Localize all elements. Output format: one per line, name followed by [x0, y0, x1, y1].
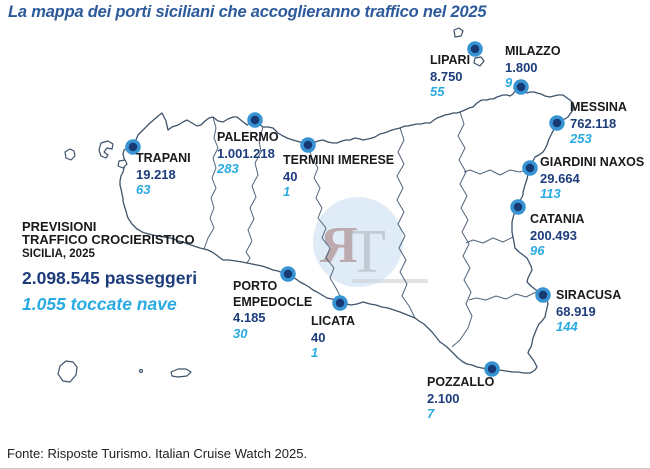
- port-calls: 7: [427, 406, 435, 421]
- port-calls: 144: [556, 319, 578, 334]
- port-marker-milazzo: [513, 79, 529, 95]
- port-name: GIARDINI NAXOS: [540, 155, 645, 169]
- port-label-catania: CATANIA 200.493 96: [530, 212, 584, 259]
- watermark-circle: [313, 197, 403, 287]
- port-name: LIPARI: [430, 53, 471, 67]
- risposte-turismo-watermark: Я T: [313, 197, 428, 287]
- port-name: TRAPANI: [136, 151, 191, 165]
- port-passengers: 29.664: [540, 170, 580, 186]
- port-label-palermo: PALERMO 1.001.218 283: [217, 130, 279, 177]
- source-note: Fonte: Risposte Turismo. Italian Cruise …: [7, 446, 308, 461]
- aeolian-island-1: [453, 27, 464, 38]
- port-calls: 96: [530, 243, 545, 258]
- port-name: POZZALLO: [427, 375, 495, 389]
- port-markers: [125, 41, 565, 377]
- port-calls: 30: [233, 325, 248, 341]
- pantelleria-island: [57, 360, 78, 383]
- port-passengers: 1.800: [505, 59, 538, 75]
- port-name: PORTO EMPEDOCLE: [233, 279, 313, 309]
- port-label-pozzallo: POZZALLO 2.100 7: [427, 375, 494, 422]
- port-passengers: 4.185: [233, 310, 266, 325]
- port-marker-pozzallo: [484, 361, 500, 377]
- port-marker-siracusa: [535, 287, 551, 303]
- watermark-letter-t-icon: T: [348, 218, 386, 286]
- port-calls: 253: [570, 131, 592, 146]
- port-passengers: 40: [311, 329, 326, 345]
- port-name: SIRACUSA: [556, 288, 622, 302]
- port-label-giardini-naxos: GIARDINI NAXOS 29.664 113: [540, 155, 644, 202]
- port-label-lipari: LIPARI 8.750 55: [430, 53, 470, 100]
- aeolian-island-2: [473, 56, 485, 67]
- sicily-coastline: [119, 84, 574, 374]
- port-passengers: 1.001.218: [217, 145, 275, 161]
- port-marker-licata: [332, 295, 348, 311]
- port-marker-giardini-naxos: [522, 160, 538, 176]
- summary-line-3: SICILIA, 2025: [22, 247, 95, 260]
- port-marker-catania: [510, 199, 526, 215]
- port-name: TERMINI IMERESE: [283, 153, 395, 167]
- port-label-trapani: TRAPANI 19.218 63: [136, 151, 191, 198]
- minor-islands: [57, 27, 485, 383]
- port-passengers: 762.118: [570, 115, 617, 131]
- port-name: CATANIA: [530, 212, 585, 226]
- page-title: La mappa dei porti siciliani che accogli…: [8, 3, 487, 21]
- port-marker-messina: [549, 115, 565, 131]
- port-marker-trapani: [125, 139, 141, 155]
- egadi-island-3: [117, 159, 128, 169]
- port-marker-palermo: [247, 112, 263, 128]
- port-calls: 283: [217, 161, 239, 176]
- port-passengers: 19.218: [136, 166, 176, 182]
- summary-line-2: TRAFFICO CROCIERISTICO: [22, 231, 195, 247]
- egadi-island-2: [98, 140, 114, 159]
- port-calls: 9: [505, 75, 513, 90]
- port-passengers: 68.919: [556, 303, 596, 319]
- port-label-porto-empedocle: PORTO EMPEDOCLE 4.185 30: [233, 279, 321, 341]
- port-marker-porto-empedocle: [280, 266, 296, 282]
- port-calls: 1: [283, 184, 291, 199]
- port-marker-termini-imerese: [300, 137, 316, 153]
- watermark-letter-r-icon: Я: [320, 217, 358, 274]
- port-passengers: 40: [283, 168, 298, 184]
- port-name: MILAZZO: [505, 44, 561, 58]
- port-label-milazzo: MILAZZO 1.800 9: [505, 44, 561, 91]
- port-calls: 63: [136, 182, 151, 197]
- port-calls: 1: [311, 345, 319, 360]
- total-passengers: 2.098.545 passeggeri: [22, 268, 198, 289]
- forecast-summary: PREVISIONI TRAFFICO CROCIERISTICO SICILI…: [22, 219, 198, 315]
- port-calls: 113: [540, 186, 561, 201]
- port-marker-lipari: [467, 41, 483, 57]
- port-label-licata: LICATA 40 1: [311, 314, 355, 361]
- port-name: MESSINA: [570, 100, 627, 114]
- port-passengers: 8.750: [430, 68, 463, 84]
- port-calls: 55: [430, 84, 445, 99]
- port-passengers: 2.100: [427, 390, 460, 406]
- linosa-island: [138, 368, 144, 374]
- port-name: PALERMO: [217, 130, 279, 144]
- port-label-termini-imerese: TERMINI IMERESE 40 1: [283, 153, 394, 200]
- port-name: LICATA: [311, 314, 355, 328]
- port-passengers: 200.493: [530, 227, 577, 243]
- province-borders: [203, 111, 537, 348]
- summary-line-1: PREVISIONI: [22, 219, 97, 234]
- port-label-messina: MESSINA 762.118 253: [570, 100, 627, 147]
- port-label-siracusa: SIRACUSA 68.919 144: [556, 288, 621, 335]
- egadi-island-1: [64, 148, 76, 161]
- lampedusa-island: [170, 368, 192, 378]
- total-ship-calls: 1.055 toccate nave: [22, 294, 177, 315]
- watermark-bar: [352, 279, 428, 283]
